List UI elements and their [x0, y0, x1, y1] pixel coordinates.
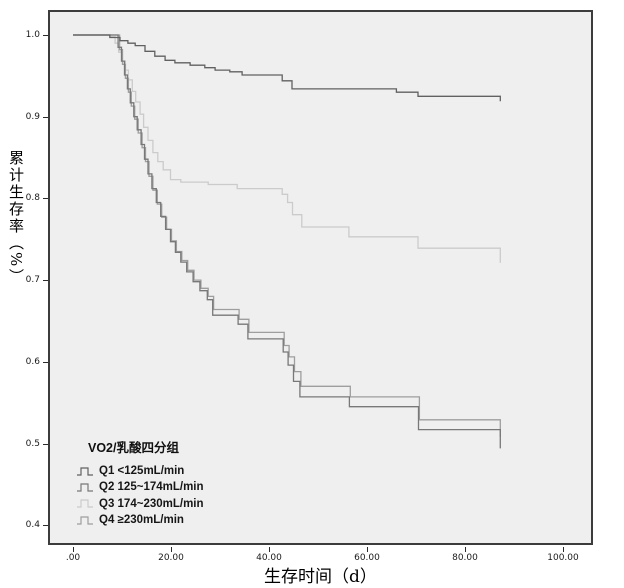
- km-curve-q4: [73, 34, 501, 437]
- plot-area: [48, 10, 593, 545]
- y-tick-label: 0.4: [25, 520, 40, 530]
- x-tick-mark: [269, 547, 270, 552]
- y-tick-mark: [43, 525, 48, 526]
- km-curves-canvas: [73, 34, 501, 449]
- x-tick-mark: [563, 547, 564, 552]
- km-curve-q2: [73, 34, 501, 449]
- y-tick-mark: [43, 280, 48, 281]
- y-tick-mark: [43, 198, 48, 199]
- legend-item-label: Q3 174~230mL/min: [99, 497, 204, 510]
- y-tick-label: 0.9: [25, 112, 40, 122]
- km-curve-q1: [73, 34, 501, 102]
- y-tick-mark: [43, 117, 48, 118]
- x-tick-label: 60.00: [354, 553, 380, 563]
- x-axis-title: 生存时间（d）: [264, 567, 377, 587]
- x-tick-label: 40.00: [256, 553, 282, 563]
- y-axis-title: 累计生存率（%）: [7, 150, 25, 286]
- legend: VO2/乳酸四分组 Q1 <125mL/min Q2 125~174mL/min…: [76, 437, 204, 528]
- legend-item-q2: Q2 125~174mL/min: [76, 479, 204, 495]
- q4-step-line-icon: [77, 515, 93, 525]
- y-tick-label: 0.7: [25, 275, 40, 285]
- x-tick-mark: [465, 547, 466, 552]
- x-tick-label: .00: [65, 553, 81, 563]
- y-tick-label: 0.8: [25, 193, 40, 203]
- y-tick-mark: [43, 444, 48, 445]
- y-tick-mark: [43, 35, 48, 36]
- x-tick-label: 20.00: [158, 553, 184, 563]
- legend-title: VO2/乳酸四分组: [88, 441, 179, 455]
- x-tick-mark: [73, 547, 74, 552]
- legend-item-q3: Q3 174~230mL/min: [76, 496, 204, 512]
- y-tick-mark: [43, 362, 48, 363]
- legend-item-q4: Q4 ≥230mL/min: [76, 512, 204, 528]
- q3-step-line-icon: [77, 499, 93, 508]
- legend-item-label: Q1 <125mL/min: [99, 465, 185, 478]
- legend-item-label: Q2 125~174mL/min: [99, 481, 204, 494]
- y-tick-label: 0.5: [25, 439, 40, 449]
- legend-item-q1: Q1 <125mL/min: [76, 463, 204, 479]
- x-tick-mark: [367, 547, 368, 552]
- km-curve-q3: [73, 34, 501, 263]
- q1-step-line-icon: [77, 467, 93, 476]
- q2-step-line-icon: [77, 483, 93, 492]
- y-tick-label: 0.6: [25, 357, 40, 367]
- y-tick-label: 1.0: [25, 30, 40, 40]
- x-tick-label: 100.00: [547, 553, 579, 563]
- x-tick-label: 80.00: [452, 553, 478, 563]
- x-tick-mark: [171, 547, 172, 552]
- legend-item-label: Q4 ≥230mL/min: [99, 514, 184, 527]
